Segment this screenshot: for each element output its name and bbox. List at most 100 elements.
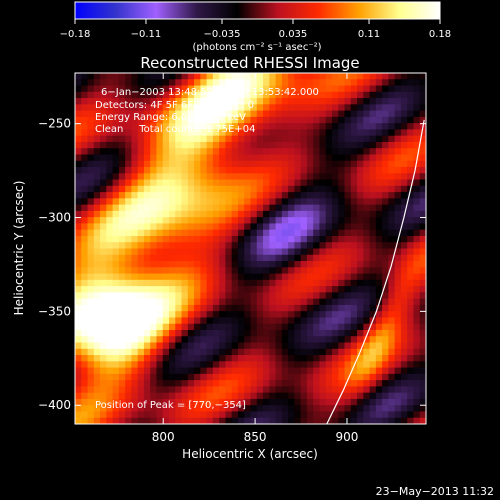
heatmap-cell	[294, 323, 302, 331]
heatmap-cell	[75, 179, 82, 187]
heatmap-cell	[275, 135, 283, 143]
heatmap-cell	[306, 361, 314, 369]
heatmap-cell	[394, 286, 402, 293]
heatmap-cell	[407, 342, 415, 350]
heatmap-cell	[419, 129, 426, 137]
heatmap-cell	[150, 73, 158, 80]
heatmap-cell	[300, 242, 308, 250]
heatmap-cell	[219, 336, 227, 344]
heatmap-cell	[150, 417, 158, 424]
heatmap-cell	[256, 141, 264, 149]
heatmap-cell	[187, 185, 195, 193]
heatmap-cell	[275, 248, 283, 256]
heatmap-cell	[194, 248, 201, 256]
heatmap-cell	[187, 160, 195, 168]
heatmap-cell	[407, 329, 415, 337]
heatmap-cell	[325, 267, 333, 275]
heatmap-cell	[338, 173, 346, 181]
heatmap-cell	[331, 148, 339, 156]
heatmap-cell	[181, 398, 189, 406]
heatmap-cell	[112, 185, 120, 193]
heatmap-cell	[394, 367, 402, 375]
heatmap-cell	[231, 405, 239, 413]
heatmap-cell	[162, 173, 170, 181]
heatmap-cell	[400, 160, 408, 168]
heatmap-cell	[162, 123, 170, 131]
heatmap-cell	[100, 204, 107, 212]
heatmap-cell	[194, 123, 201, 131]
heatmap-cell	[294, 235, 302, 243]
heatmap-cell	[206, 355, 214, 362]
heatmap-cell	[212, 123, 220, 131]
heatmap-cell	[363, 273, 371, 281]
heatmap-cell	[294, 167, 302, 174]
heatmap-cell	[125, 123, 133, 131]
heatmap-cell	[219, 198, 227, 206]
heatmap-cell	[200, 229, 208, 237]
heatmap-cell	[206, 104, 214, 112]
heatmap-cell	[294, 91, 302, 99]
heatmap-cell	[81, 329, 89, 337]
heatmap-cell	[294, 367, 302, 375]
heatmap-cell	[357, 204, 364, 212]
heatmap-cell	[81, 129, 89, 137]
heatmap-cell	[350, 392, 358, 400]
heatmap-cell	[212, 361, 220, 369]
heatmap-cell	[294, 123, 302, 131]
heatmap-cell	[369, 248, 377, 256]
heatmap-cell	[250, 273, 258, 281]
heatmap-cell	[394, 154, 402, 162]
heatmap-cell	[231, 336, 239, 344]
heatmap-cell	[75, 342, 82, 350]
heatmap-cell	[244, 242, 252, 250]
heatmap-cell	[344, 123, 352, 131]
heatmap-cell	[212, 160, 220, 168]
heatmap-cell	[125, 73, 133, 80]
heatmap-cell	[357, 386, 364, 394]
heatmap-cell	[263, 198, 270, 206]
heatmap-cell	[331, 273, 339, 281]
heatmap-cell	[231, 254, 239, 262]
heatmap-cell	[125, 98, 133, 105]
heatmap-cell	[281, 342, 289, 350]
heatmap-cell	[263, 141, 270, 149]
heatmap-cell	[156, 267, 164, 275]
heatmap-cell	[206, 198, 214, 206]
heatmap-cell	[212, 98, 220, 105]
heatmap-cell	[81, 298, 89, 306]
heatmap-cell	[319, 242, 327, 250]
heatmap-cell	[87, 273, 95, 281]
heatmap-cell	[131, 342, 139, 350]
heatmap-cell	[306, 179, 314, 187]
heatmap-cell	[231, 292, 239, 300]
heatmap-cell	[93, 85, 101, 93]
heatmap-cell	[369, 235, 377, 243]
heatmap-cell	[382, 204, 389, 212]
heatmap-cell	[150, 235, 158, 243]
heatmap-cell	[231, 160, 239, 168]
heatmap-cell	[162, 298, 170, 306]
heatmap-cell	[194, 160, 201, 168]
heatmap-cell	[125, 248, 133, 256]
heatmap-cell	[169, 204, 176, 212]
heatmap-cell	[382, 254, 389, 262]
heatmap-cell	[212, 254, 220, 262]
heatmap-cell	[169, 261, 176, 268]
heatmap-cell	[225, 185, 233, 193]
heatmap-cell	[344, 217, 352, 225]
heatmap-cell	[382, 167, 389, 174]
heatmap-cell	[269, 173, 277, 181]
heatmap-cell	[263, 217, 270, 225]
heatmap-cell	[288, 292, 295, 300]
heatmap-cell	[225, 311, 233, 319]
heatmap-cell	[194, 355, 201, 362]
heatmap-cell	[87, 286, 95, 293]
heatmap-cell	[288, 242, 295, 250]
heatmap-cell	[413, 173, 421, 181]
heatmap-cell	[313, 361, 321, 369]
heatmap-cell	[407, 198, 415, 206]
heatmap-cell	[156, 348, 164, 356]
heatmap-cell	[181, 242, 189, 250]
heatmap-cell	[250, 261, 258, 268]
heatmap-cell	[275, 355, 283, 362]
